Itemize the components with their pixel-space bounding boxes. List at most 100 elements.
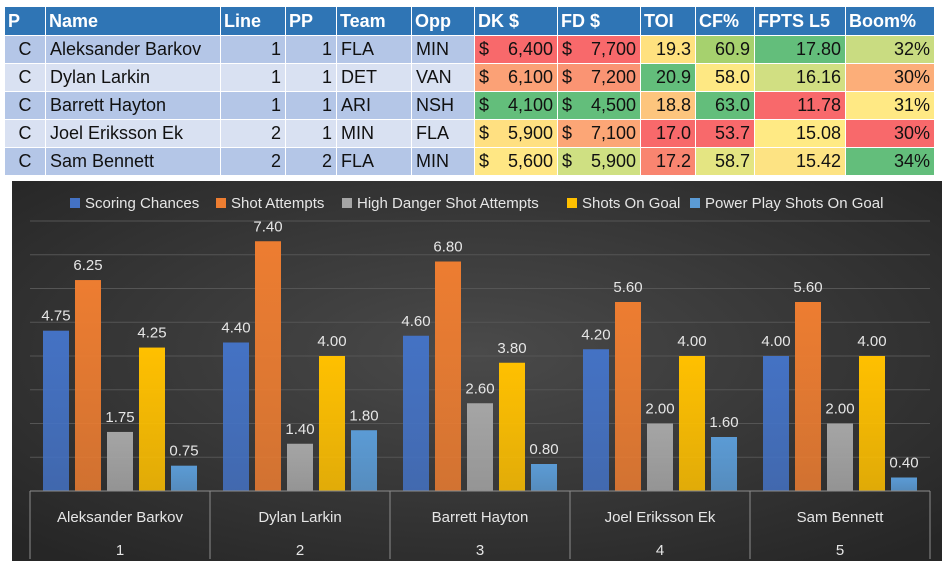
bar[interactable] bbox=[891, 477, 917, 492]
bar[interactable] bbox=[531, 464, 557, 491]
bar[interactable] bbox=[223, 342, 249, 492]
category-index-label: 3 bbox=[476, 542, 484, 559]
data-label: 4.20 bbox=[581, 326, 610, 343]
header-toi[interactable]: TOI bbox=[640, 6, 696, 36]
header-dk-salary[interactable]: DK $ bbox=[474, 6, 558, 36]
legend-item[interactable]: Power Play Shots On Goal bbox=[690, 195, 883, 212]
cell-player-name: Sam Bennett bbox=[45, 147, 221, 176]
currency-symbol: $ bbox=[479, 123, 490, 143]
currency-symbol: $ bbox=[562, 67, 573, 87]
cell-position: C bbox=[4, 91, 46, 120]
cell-toi: 18.8 bbox=[640, 91, 696, 120]
cell-player-name: Barrett Hayton bbox=[45, 91, 221, 120]
bar[interactable] bbox=[403, 335, 429, 491]
cell-team: FLA bbox=[336, 147, 412, 176]
bar[interactable] bbox=[827, 423, 853, 492]
legend-item[interactable]: Scoring Chances bbox=[70, 195, 199, 212]
cell-fd-salary: $7,100 bbox=[557, 119, 641, 148]
header-cf-pct[interactable]: CF% bbox=[695, 6, 755, 36]
bar[interactable] bbox=[711, 437, 737, 491]
bar[interactable] bbox=[795, 302, 821, 491]
currency-symbol: $ bbox=[479, 67, 490, 87]
table-row[interactable]: C Sam Bennett 2 2 FLA MIN $5,600 $5,900 17.2 58.7… bbox=[4, 147, 935, 176]
header-line[interactable]: Line bbox=[220, 6, 286, 36]
cell-opponent: NSH bbox=[411, 91, 475, 120]
table-row[interactable]: C Barrett Hayton 1 1 ARI NSH $4,100 $4,500 18.8 6… bbox=[4, 91, 935, 120]
bar[interactable] bbox=[43, 330, 69, 491]
bar[interactable] bbox=[287, 443, 313, 491]
bar[interactable] bbox=[583, 349, 609, 491]
category-label: Sam Bennett bbox=[797, 509, 885, 526]
legend-item[interactable]: Shots On Goal bbox=[567, 195, 680, 212]
bar[interactable] bbox=[435, 261, 461, 492]
cell-power-play: 1 bbox=[285, 119, 337, 148]
cell-dk-salary: $4,100 bbox=[474, 91, 558, 120]
data-label: 2.00 bbox=[825, 401, 854, 418]
table-row[interactable]: C Joel Eriksson Ek 2 1 MIN FLA $5,900 $7,100 17.… bbox=[4, 119, 935, 148]
bar[interactable] bbox=[139, 347, 165, 491]
cell-player-name: Dylan Larkin bbox=[45, 63, 221, 92]
currency-symbol: $ bbox=[562, 95, 573, 115]
legend-item[interactable]: Shot Attempts bbox=[216, 195, 324, 212]
category-index-label: 4 bbox=[656, 542, 664, 559]
bar[interactable] bbox=[319, 356, 345, 491]
bar[interactable] bbox=[351, 430, 377, 491]
table-row[interactable]: C Aleksander Barkov 1 1 FLA MIN $6,400 $7,700 19… bbox=[4, 35, 935, 64]
bar[interactable] bbox=[859, 356, 885, 491]
cell-cf-pct: 53.7 bbox=[695, 119, 755, 148]
currency-symbol: $ bbox=[562, 39, 573, 59]
header-p[interactable]: P bbox=[4, 6, 46, 36]
bar[interactable] bbox=[763, 356, 789, 491]
bar[interactable] bbox=[467, 403, 493, 491]
header-team[interactable]: Team bbox=[336, 6, 412, 36]
cell-boom-pct: 30% bbox=[845, 119, 935, 148]
header-opp[interactable]: Opp bbox=[411, 6, 475, 36]
header-boom-pct[interactable]: Boom% bbox=[845, 6, 935, 36]
bar[interactable] bbox=[615, 302, 641, 491]
header-fpts-l5[interactable]: FPTS L5 bbox=[754, 6, 846, 36]
table-row[interactable]: C Dylan Larkin 1 1 DET VAN $6,100 $7,200 20.9 58.… bbox=[4, 63, 935, 92]
cell-boom-pct: 31% bbox=[845, 91, 935, 120]
cell-power-play: 1 bbox=[285, 35, 337, 64]
cell-toi: 17.2 bbox=[640, 147, 696, 176]
data-label: 4.60 bbox=[401, 313, 430, 330]
legend-label: Shot Attempts bbox=[231, 195, 324, 212]
table-body: C Aleksander Barkov 1 1 FLA MIN $6,400 $7,700 19… bbox=[4, 35, 935, 176]
data-label: 6.25 bbox=[73, 257, 102, 274]
category-index-label: 5 bbox=[836, 542, 844, 559]
category-label: Aleksander Barkov bbox=[57, 509, 183, 526]
currency-symbol: $ bbox=[479, 95, 490, 115]
data-label: 0.80 bbox=[529, 441, 558, 458]
cell-team: ARI bbox=[336, 91, 412, 120]
header-name[interactable]: Name bbox=[45, 6, 221, 36]
player-stats-table: P Name Line PP Team Opp DK $ FD $ TOI CF… bbox=[4, 6, 935, 176]
cell-line: 1 bbox=[220, 91, 286, 120]
cell-toi: 19.3 bbox=[640, 35, 696, 64]
data-label: 4.00 bbox=[317, 333, 346, 350]
legend-item[interactable]: High Danger Shot Attempts bbox=[342, 195, 539, 212]
cell-power-play: 1 bbox=[285, 91, 337, 120]
bar[interactable] bbox=[499, 362, 525, 491]
data-label: 1.40 bbox=[285, 421, 314, 438]
header-fd-salary[interactable]: FD $ bbox=[557, 6, 641, 36]
bar[interactable] bbox=[647, 423, 673, 492]
bar[interactable] bbox=[75, 280, 101, 491]
data-label: 4.00 bbox=[857, 333, 886, 350]
salary-value: 6,400 bbox=[507, 39, 553, 59]
bar[interactable] bbox=[679, 356, 705, 491]
currency-symbol: $ bbox=[562, 151, 573, 171]
data-label: 4.40 bbox=[221, 320, 250, 337]
data-label: 6.80 bbox=[433, 239, 462, 256]
bar[interactable] bbox=[255, 241, 281, 491]
data-label: 2.60 bbox=[465, 380, 494, 397]
cell-line: 1 bbox=[220, 63, 286, 92]
bar[interactable] bbox=[171, 465, 197, 491]
header-pp[interactable]: PP bbox=[285, 6, 337, 36]
cell-fd-salary: $7,200 bbox=[557, 63, 641, 92]
bar[interactable] bbox=[107, 431, 133, 491]
data-label: 7.40 bbox=[253, 218, 282, 235]
cell-fpts-l5: 15.08 bbox=[754, 119, 846, 148]
legend-swatch bbox=[690, 198, 700, 208]
table-header-row: P Name Line PP Team Opp DK $ FD $ TOI CF… bbox=[4, 6, 935, 36]
salary-value: 4,500 bbox=[590, 95, 636, 115]
